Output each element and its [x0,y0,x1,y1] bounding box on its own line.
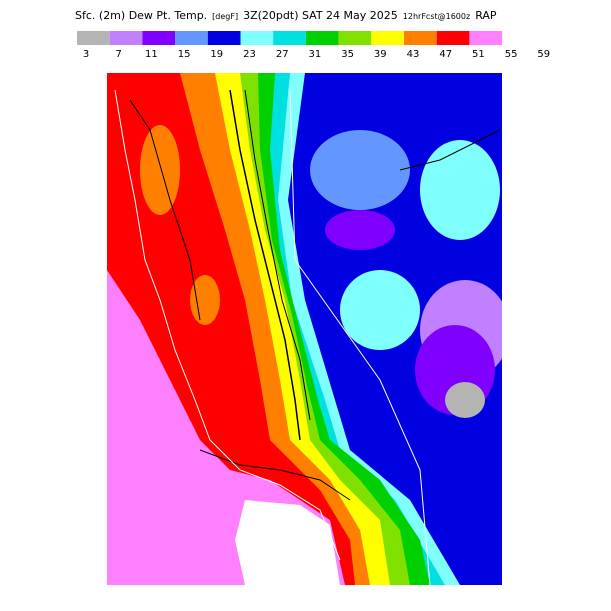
colorbar: 3 7 11 15 19 23 27 31 35 39 43 47 51 55 59 [77,31,550,60]
colorbar-label: 15 [178,49,191,60]
colorbar-label: 11 [145,49,158,60]
colorbar-label: 19 [210,49,223,60]
title: Sfc. (2m) Dew Pt. Temp. [75,9,207,22]
colorbar-swatch [142,31,176,45]
colorbar-swatch [240,31,274,45]
forecast: 12hrFcst@1600z [403,12,470,21]
contour [229,89,301,441]
colorbar-swatch [371,31,404,45]
map [107,73,502,585]
colorbar-swatch [436,31,470,45]
region [420,140,500,240]
colorbar-label: 23 [243,49,256,60]
colorbar-label: 51 [472,49,485,60]
region [310,130,410,210]
contour [399,129,501,171]
title-line: Sfc. (2m) Dew Pt. Temp. [degF] 3Z(20pdt) S… [75,9,497,22]
region [140,125,180,215]
colorbar-label: 27 [276,49,289,60]
colorbar-label: 31 [309,49,322,60]
colorbar-label: 43 [407,49,420,60]
colorbar-swatch [273,31,306,45]
no-data-region [235,500,340,585]
colorbar-swatch [338,31,372,45]
colorbar-label: 55 [505,49,518,60]
colorbar-label: 3 [83,49,89,60]
contour [244,89,311,421]
colorbar-swatch [469,31,503,45]
colorbar-label: 35 [341,49,354,60]
colorbar-label: 7 [116,49,122,60]
coastline [114,89,341,561]
colorbar-label: 39 [374,49,387,60]
model: RAP [475,9,497,22]
colorbar-swatch [305,31,339,45]
colorbar-swatch [404,31,437,45]
region [340,270,420,350]
colorbar-swatch [207,31,241,45]
colorbar-swatch [175,31,208,45]
contour [129,99,201,321]
colorbar-label: 47 [439,49,452,60]
valid-time: 3Z(20pdt) SAT 24 May 2025 [243,9,398,22]
region [325,210,395,250]
colorbar-label: 59 [537,49,550,60]
colorbar-swatch [109,31,143,45]
region [190,275,220,325]
state-border [289,89,431,585]
colorbar-swatch [77,31,110,45]
contour [199,449,351,501]
units: [degF] [212,12,238,21]
region [445,382,485,418]
